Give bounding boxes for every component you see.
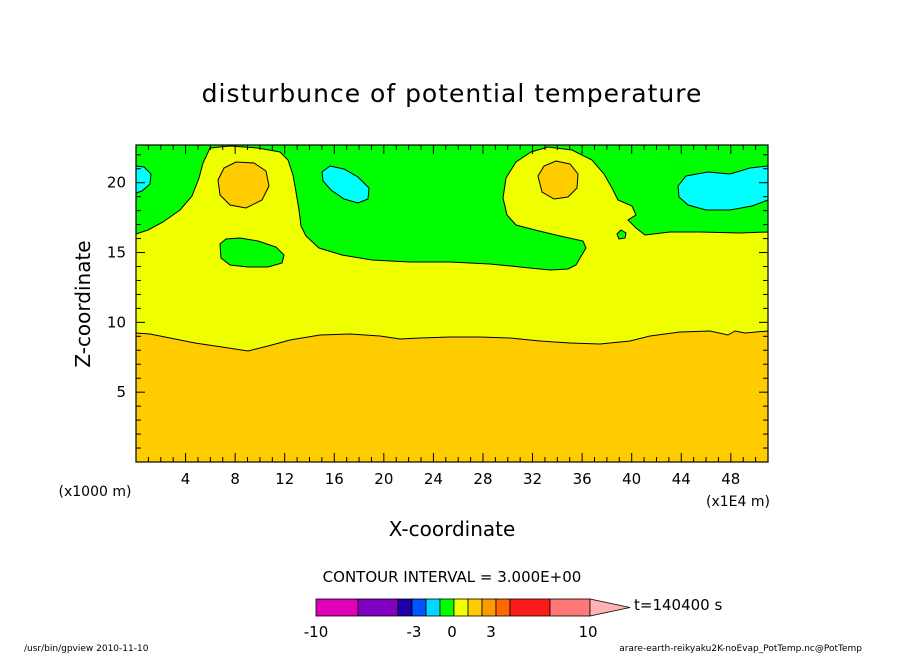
y-tick-label: 20 <box>107 174 126 192</box>
colorbar-swatch <box>439 598 455 617</box>
contour-region-cyan-middle <box>321 165 370 204</box>
colorbar-swatch <box>315 598 359 617</box>
footer-right: arare-earth-reikyaku2K-noEvap_PotTemp.nc… <box>619 644 862 654</box>
y-axis-ticks: 5 10 15 20 <box>107 154 768 449</box>
x-tick-label: 8 <box>230 470 240 488</box>
contour-region-orange-blob-right <box>537 160 579 200</box>
colorbar-swatch <box>411 598 427 617</box>
contour-region-green-spot <box>616 229 627 240</box>
colorbar-swatch <box>357 598 399 617</box>
y-unit-label: (x1000 m) <box>59 484 132 500</box>
x-tick-label: 12 <box>275 470 294 488</box>
contour-region-green-blob-left <box>219 237 285 268</box>
x-tick-label: 16 <box>325 470 344 488</box>
chart-title: disturbunce of potential temperature <box>202 79 703 108</box>
y-tick-label: 10 <box>107 313 126 331</box>
colorbar-tick-label: 10 <box>578 623 597 641</box>
colorbar-swatch <box>397 598 413 617</box>
colorbar-tick-label: -10 <box>304 623 329 641</box>
colorbar <box>315 598 631 617</box>
x-tick-label: 40 <box>622 470 641 488</box>
y-axis-label: Z-coordinate <box>71 240 95 367</box>
contour-region-orange-bottom <box>135 330 769 463</box>
colorbar-swatch <box>495 598 511 617</box>
colorbar-swatch <box>467 598 483 617</box>
colorbar-tick-label: 3 <box>486 623 496 641</box>
x-unit-label: (x1E4 m) <box>706 494 770 510</box>
colorbar-swatch <box>509 598 551 617</box>
time-label: t=140400 s <box>634 596 722 614</box>
plot-frame <box>135 144 769 463</box>
colorbar-swatch <box>425 598 441 617</box>
x-tick-label: 4 <box>181 470 191 488</box>
y-tick-label: 15 <box>107 244 126 262</box>
y-tick-label: 5 <box>116 383 126 401</box>
colorbar-tick-label: 0 <box>447 623 457 641</box>
x-tick-label: 36 <box>573 470 592 488</box>
footer-left: /usr/bin/gpview 2010-11-10 <box>24 644 149 654</box>
colorbar-swatch <box>549 598 591 617</box>
contour-region-orange-blob-left <box>217 161 270 209</box>
colorbar-arrow <box>589 598 631 617</box>
x-tick-label: 32 <box>523 470 542 488</box>
colorbar-swatch <box>481 598 497 617</box>
x-tick-label: 20 <box>374 470 393 488</box>
x-tick-label: 48 <box>721 470 740 488</box>
colorbar-tick-labels: -10 -3 0 3 10 <box>304 623 598 641</box>
x-tick-label: 24 <box>424 470 443 488</box>
plot-area <box>135 144 769 463</box>
x-axis-label: X-coordinate <box>389 517 516 541</box>
x-tick-label: 28 <box>473 470 492 488</box>
x-axis-ticks: 4 8 12 16 20 24 28 32 36 40 44 48 <box>147 145 757 488</box>
x-tick-label: 44 <box>672 470 691 488</box>
colorbar-swatch <box>453 598 469 617</box>
colorbar-tick-label: -3 <box>407 623 422 641</box>
contour-interval-label: CONTOUR INTERVAL = 3.000E+00 <box>323 568 582 586</box>
